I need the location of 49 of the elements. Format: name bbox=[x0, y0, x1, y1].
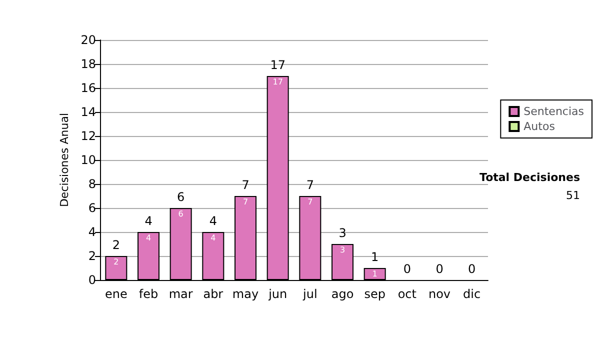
y-tick-label: 12 bbox=[80, 129, 96, 143]
total-label: 0 bbox=[403, 262, 411, 276]
y-tick-label: 0 bbox=[88, 273, 96, 287]
x-tick-label: jun bbox=[268, 287, 288, 301]
data-label: 3 bbox=[340, 246, 346, 254]
y-tick-label: 6 bbox=[88, 201, 96, 215]
total-label: 7 bbox=[306, 178, 314, 192]
total-label: 4 bbox=[144, 214, 152, 228]
data-label: 7 bbox=[308, 198, 313, 206]
total-label: 17 bbox=[270, 58, 286, 72]
y-tick-label: 8 bbox=[88, 177, 96, 191]
x-tick-label: nov bbox=[428, 287, 451, 301]
x-tick-label: sep bbox=[364, 287, 386, 301]
total-label: 7 bbox=[242, 178, 250, 192]
x-tick-label: oct bbox=[398, 287, 417, 301]
data-label: 2 bbox=[114, 258, 119, 266]
data-label: 7 bbox=[242, 198, 248, 206]
y-tick-label: 18 bbox=[80, 57, 96, 71]
data-label: 4 bbox=[146, 234, 152, 242]
y-tick-label: 20 bbox=[80, 33, 96, 47]
y-tick-label: 4 bbox=[88, 225, 96, 239]
total-label: 3 bbox=[338, 226, 346, 240]
data-label: 17 bbox=[272, 78, 283, 86]
x-tick-label: ene bbox=[104, 287, 128, 301]
data-label: 4 bbox=[210, 234, 216, 242]
y-axis-title: Decisiones Anual bbox=[58, 112, 71, 208]
text: 51 bbox=[566, 189, 580, 202]
x-tick-label: abr bbox=[203, 287, 224, 301]
data-label: 6 bbox=[178, 210, 184, 218]
x-tick-label: may bbox=[232, 287, 259, 301]
data-label: 1 bbox=[372, 270, 378, 278]
x-tick-label: ago bbox=[331, 287, 354, 301]
y-tick-label: 16 bbox=[80, 81, 96, 95]
x-tick-label: mar bbox=[168, 287, 193, 301]
total-label: 0 bbox=[436, 262, 444, 276]
x-tick-label: feb bbox=[138, 287, 158, 301]
y-tick-label: 2 bbox=[88, 249, 96, 263]
y-tick-label: 10 bbox=[80, 153, 96, 167]
x-tick-label: dic bbox=[463, 287, 481, 301]
y-tick-label: 14 bbox=[80, 105, 96, 119]
legend-label: Autos bbox=[524, 120, 556, 133]
total-label: 0 bbox=[468, 262, 476, 276]
total-label: 2 bbox=[112, 238, 120, 252]
total-label: 4 bbox=[209, 214, 217, 228]
x-tick-label: jul bbox=[302, 287, 318, 301]
legend-label: Sentencias bbox=[524, 105, 584, 118]
total-label: 6 bbox=[177, 190, 185, 204]
total-label: 1 bbox=[371, 250, 379, 264]
annotation: Total Decisiones bbox=[480, 171, 580, 184]
